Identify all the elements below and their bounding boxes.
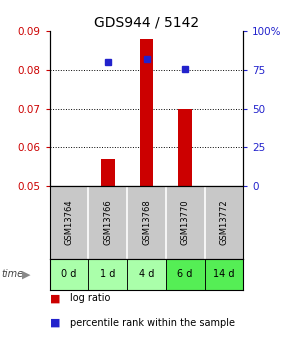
Bar xyxy=(166,259,205,290)
Text: GSM13768: GSM13768 xyxy=(142,200,151,245)
Text: log ratio: log ratio xyxy=(70,294,111,303)
Bar xyxy=(178,109,192,186)
Text: 4 d: 4 d xyxy=(139,269,154,279)
Bar xyxy=(127,259,166,290)
Bar xyxy=(50,259,88,290)
Text: GSM13766: GSM13766 xyxy=(103,200,112,245)
Text: ▶: ▶ xyxy=(22,269,31,279)
Text: 6 d: 6 d xyxy=(178,269,193,279)
Text: ■: ■ xyxy=(50,318,60,327)
Title: GDS944 / 5142: GDS944 / 5142 xyxy=(94,16,199,30)
Text: GSM13772: GSM13772 xyxy=(219,200,228,245)
Text: GSM13770: GSM13770 xyxy=(181,200,190,245)
Text: ■: ■ xyxy=(50,294,60,303)
Text: percentile rank within the sample: percentile rank within the sample xyxy=(70,318,235,327)
Bar xyxy=(140,39,153,186)
Bar xyxy=(205,259,243,290)
Text: 0 d: 0 d xyxy=(62,269,77,279)
Bar xyxy=(101,159,115,186)
Bar xyxy=(88,259,127,290)
Text: 14 d: 14 d xyxy=(213,269,235,279)
Text: 1 d: 1 d xyxy=(100,269,115,279)
Text: time: time xyxy=(1,269,24,279)
Text: GSM13764: GSM13764 xyxy=(65,200,74,245)
